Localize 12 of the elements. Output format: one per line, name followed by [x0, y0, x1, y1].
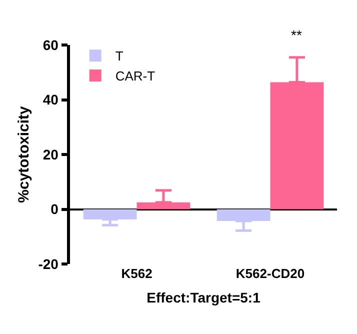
- x-tick-label: K562-CD20: [236, 266, 305, 281]
- y-axis-title: %cytotoxicity: [16, 106, 32, 203]
- y-tick-label: 20: [42, 146, 59, 162]
- x-tick-label: K562: [121, 266, 152, 281]
- y-tick-label: 40: [42, 92, 59, 108]
- legend-label: CAR-T: [115, 68, 156, 84]
- legend-label: T: [115, 48, 124, 64]
- y-tick-label: 60: [42, 36, 59, 53]
- text: **: [291, 27, 302, 43]
- y-tick-label: -20: [38, 256, 59, 272]
- y-tick-label: 0: [50, 201, 59, 218]
- x-axis-title: Effect:Target=5:1: [146, 289, 261, 306]
